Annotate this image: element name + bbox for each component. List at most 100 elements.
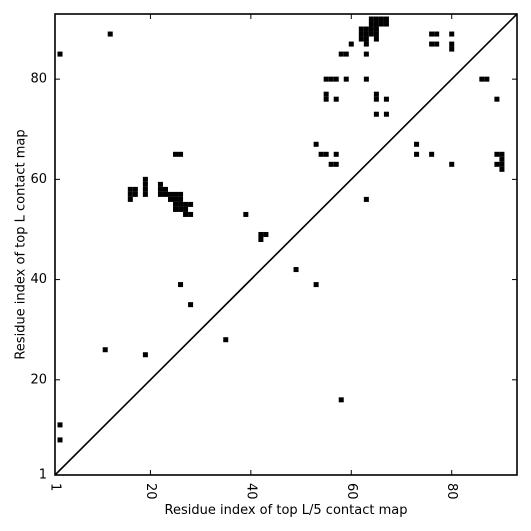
contact-point-upper <box>328 161 334 167</box>
contact-point-lower <box>258 236 264 242</box>
plot-area <box>54 13 518 476</box>
contact-point-upper <box>323 91 329 97</box>
contact-point-lower <box>102 347 108 353</box>
plot-frame <box>54 13 518 476</box>
contact-point-upper <box>178 191 184 197</box>
tick-labels: 1 20 40 60 80 1 20 40 60 80 <box>30 72 459 500</box>
contact-point-lower <box>263 231 269 237</box>
contact-point-upper <box>173 191 179 197</box>
contact-point-upper <box>188 211 194 217</box>
contact-point-upper <box>132 191 138 197</box>
contact-point-upper <box>333 161 339 167</box>
contact-point-upper <box>173 201 179 207</box>
contact-point-upper <box>183 206 189 212</box>
contact-point-lower <box>258 231 264 237</box>
contact-point-upper <box>157 181 163 187</box>
contact-point-upper <box>358 26 364 32</box>
y-tick-label: 20 <box>30 372 47 387</box>
contact-point-lower <box>499 156 505 162</box>
x-tick-label: 1 <box>48 483 63 491</box>
contact-point-upper <box>188 201 194 207</box>
contact-point-upper <box>183 211 189 217</box>
contact-point-lower <box>142 352 148 358</box>
contact-point-upper <box>343 76 349 82</box>
contact-point-upper <box>363 36 369 42</box>
contact-point-upper <box>363 26 369 32</box>
x-axis-label: Residue index of top L/5 contact map <box>165 503 408 518</box>
axis-ticks <box>54 14 517 476</box>
y-tick-label: 60 <box>30 172 47 187</box>
contact-point-upper <box>157 186 163 192</box>
contact-point-upper <box>368 26 374 32</box>
contact-point-upper <box>142 191 148 197</box>
contact-point-lower <box>338 397 344 403</box>
contact-point-upper <box>358 36 364 42</box>
contact-point-upper <box>57 422 63 428</box>
contact-point-upper <box>429 41 435 47</box>
contact-point-upper <box>107 31 113 37</box>
contact-point-upper <box>373 21 379 27</box>
contact-point-upper <box>494 96 500 102</box>
contact-point-upper <box>142 176 148 182</box>
contact-point-upper <box>178 196 184 202</box>
contact-point-upper <box>333 76 339 82</box>
contact-point-upper <box>358 31 364 37</box>
contact-point-upper <box>373 96 379 102</box>
contact-point-upper <box>373 91 379 97</box>
contact-point-lower <box>494 161 500 167</box>
contact-point-upper <box>383 21 389 27</box>
contact-point-lower <box>243 211 249 217</box>
contact-point-upper <box>373 36 379 42</box>
x-tick-label: 80 <box>444 483 459 500</box>
contact-point-upper <box>373 111 379 117</box>
contact-point-upper <box>127 196 133 202</box>
contact-point-upper <box>318 151 324 157</box>
contact-point-upper <box>368 16 374 22</box>
contact-point-upper <box>333 151 339 157</box>
contact-point-lower <box>449 161 455 167</box>
contact-point-lower <box>223 337 229 343</box>
contact-point-upper <box>363 41 369 47</box>
contact-point-upper <box>57 51 63 57</box>
contact-point-upper <box>383 96 389 102</box>
contact-point-upper <box>57 437 63 443</box>
y-tick-label: 40 <box>30 272 47 287</box>
contact-point-upper <box>142 181 148 187</box>
contact-point-upper <box>127 186 133 192</box>
contact-point-lower <box>414 141 420 147</box>
contact-point-upper <box>328 76 334 82</box>
contact-point-lower <box>293 267 299 273</box>
contact-point-upper <box>183 201 189 207</box>
contact-point-lower <box>429 151 435 157</box>
contact-point-upper <box>178 206 184 212</box>
contact-point-upper <box>127 191 133 197</box>
contact-point-lower <box>494 151 500 157</box>
contact-point-upper <box>373 16 379 22</box>
y-tick-label: 1 <box>39 468 47 483</box>
contact-point-upper <box>178 151 184 157</box>
contact-point-upper <box>162 186 168 192</box>
x-tick-label: 40 <box>243 483 258 500</box>
contact-point-upper <box>178 201 184 207</box>
contact-point-upper <box>132 186 138 192</box>
contact-point-lower <box>499 166 505 172</box>
contact-point-upper <box>449 46 455 52</box>
contact-point-upper <box>434 31 440 37</box>
x-tick-label: 20 <box>143 483 158 500</box>
contact-point-upper <box>173 151 179 157</box>
contact-point-upper <box>348 41 354 47</box>
contact-point-lower <box>499 151 505 157</box>
contact-point-upper <box>323 76 329 82</box>
contact-point-upper <box>368 21 374 27</box>
contact-point-upper <box>429 31 435 37</box>
contact-point-upper <box>363 196 369 202</box>
contact-point-upper <box>373 26 379 32</box>
contact-point-upper <box>343 51 349 57</box>
contact-point-upper <box>373 31 379 37</box>
contact-point-upper <box>333 96 339 102</box>
contact-point-upper <box>162 191 168 197</box>
contact-points <box>57 16 505 443</box>
diagonal-line <box>54 13 518 476</box>
contact-point-upper <box>383 16 389 22</box>
